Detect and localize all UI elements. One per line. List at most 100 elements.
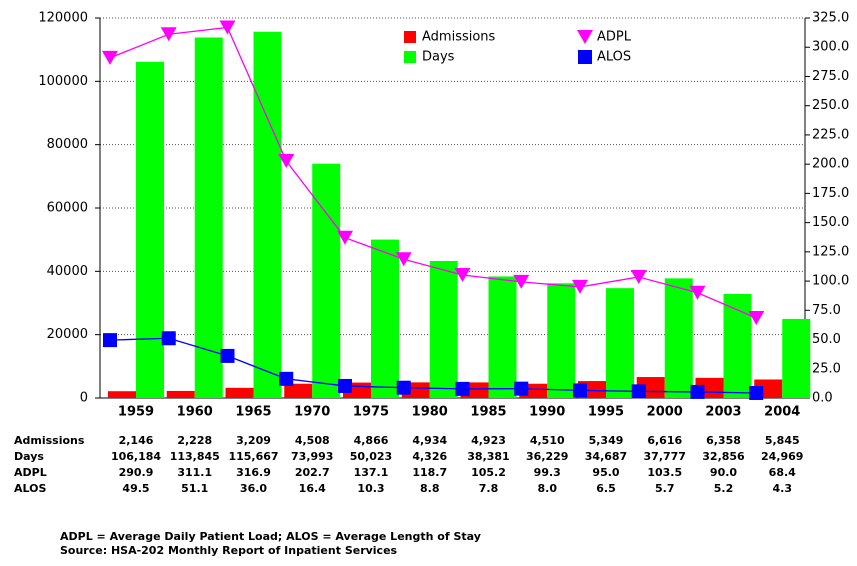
bar	[371, 239, 399, 398]
table-cell: 7.8	[479, 482, 499, 495]
y-tick-label: 40000	[47, 264, 88, 279]
x-tick-label: 1975	[353, 405, 389, 420]
line-marker	[455, 381, 470, 396]
legend-label: Admissions	[422, 30, 496, 45]
series-line	[109, 26, 757, 319]
y-tick-label: 100000	[38, 74, 88, 89]
table-cell: 5.7	[655, 482, 675, 495]
y2-tick-label: 275.0	[812, 69, 849, 84]
line-marker	[689, 285, 706, 300]
table-cell: 106,184	[111, 450, 161, 463]
x-tick-label: 2004	[764, 405, 800, 420]
y2-tick-label: 325.0	[812, 11, 849, 26]
table-cell: 49.5	[122, 482, 149, 495]
line-marker	[219, 20, 236, 35]
table-cell: 4,510	[530, 434, 565, 447]
table-cell: 4,326	[412, 450, 447, 463]
table-cell: 8.8	[420, 482, 440, 495]
table-cell: 32,856	[702, 450, 745, 463]
table-cell: 10.3	[357, 482, 384, 495]
table-cell: 5,349	[589, 434, 624, 447]
line-marker	[514, 381, 529, 396]
table-cell: 311.1	[177, 466, 212, 479]
bar	[166, 390, 195, 398]
bar	[547, 283, 576, 398]
line-marker	[631, 384, 646, 399]
y2-tick-label: 50.0	[812, 332, 841, 347]
table-cell: 16.4	[299, 482, 326, 495]
y2-tick-label: 200.0	[812, 157, 849, 172]
legend-swatch	[404, 31, 416, 43]
table-cell: 95.0	[592, 466, 619, 479]
bar	[312, 163, 341, 398]
table-cell: 51.1	[181, 482, 208, 495]
table-cell: 24,969	[761, 450, 803, 463]
table-cell: 5,845	[765, 434, 800, 447]
line-marker	[278, 153, 295, 168]
table-cell: 73,993	[291, 450, 333, 463]
table-cell: 4,508	[295, 434, 330, 447]
table-row-label: ALOS	[14, 482, 46, 495]
table-row-label: Days	[14, 450, 44, 463]
note: ADPL = Average Daily Patient Load; ALOS …	[60, 530, 481, 543]
y-tick-label: 20000	[47, 327, 88, 342]
line-marker	[572, 279, 588, 294]
line-marker	[102, 50, 118, 65]
x-tick-label: 1980	[412, 405, 448, 420]
series-line	[109, 337, 757, 394]
y2-tick-label: 250.0	[812, 98, 849, 113]
line-marker	[103, 333, 117, 348]
y2-tick-label: 225.0	[812, 127, 849, 142]
x-tick-label: 1985	[470, 405, 506, 420]
table-cell: 37,777	[644, 450, 686, 463]
line-marker	[160, 27, 177, 42]
line-marker	[338, 378, 352, 393]
x-tick-label: 1965	[235, 405, 271, 420]
table-cell: 2,228	[177, 434, 212, 447]
bar	[782, 318, 811, 398]
y-tick-label: 120000	[38, 11, 88, 26]
bar	[253, 31, 282, 399]
table-cell: 50,023	[350, 450, 392, 463]
table-cell: 290.9	[119, 466, 154, 479]
y-tick-label: 60000	[47, 201, 88, 216]
table-cell: 36.0	[240, 482, 267, 495]
table-cell: 34,687	[585, 450, 627, 463]
bar	[606, 288, 634, 398]
x-tick-label: 1995	[588, 405, 624, 420]
table-cell: 118.7	[412, 466, 447, 479]
line-marker	[337, 230, 353, 245]
line-marker	[578, 50, 592, 64]
line-marker	[220, 348, 235, 363]
table-cell: 4,934	[412, 434, 447, 447]
y2-tick-label: 175.0	[812, 186, 849, 201]
x-tick-label: 2000	[647, 405, 683, 420]
bar	[108, 391, 136, 398]
legend-label: ALOS	[597, 50, 631, 65]
bar	[284, 383, 313, 398]
y2-tick-label: 150.0	[812, 215, 849, 230]
line-marker	[577, 30, 593, 44]
table-cell: 4.3	[773, 482, 793, 495]
table-cell: 3,209	[236, 434, 271, 447]
y2-tick-label: 25.0	[812, 361, 841, 376]
table-cell: 2,146	[119, 434, 154, 447]
line-marker	[749, 385, 764, 400]
x-tick-label: 1960	[177, 405, 213, 420]
table-row-label: ADPL	[14, 466, 47, 479]
bar	[225, 387, 254, 398]
bar	[136, 61, 164, 398]
table-cell: 4,923	[471, 434, 506, 447]
table-cell: 137.1	[354, 466, 389, 479]
x-tick-label: 2003	[705, 405, 741, 420]
table-cell: 90.0	[710, 466, 737, 479]
table-cell: 113,845	[170, 450, 220, 463]
note: Source: HSA-202 Monthly Report of Inpati…	[60, 544, 398, 557]
legend-label: Days	[422, 50, 455, 65]
y2-tick-label: 75.0	[812, 303, 841, 318]
bar	[488, 276, 517, 398]
legend-label: ADPL	[597, 30, 632, 45]
legend-swatch	[404, 51, 416, 63]
